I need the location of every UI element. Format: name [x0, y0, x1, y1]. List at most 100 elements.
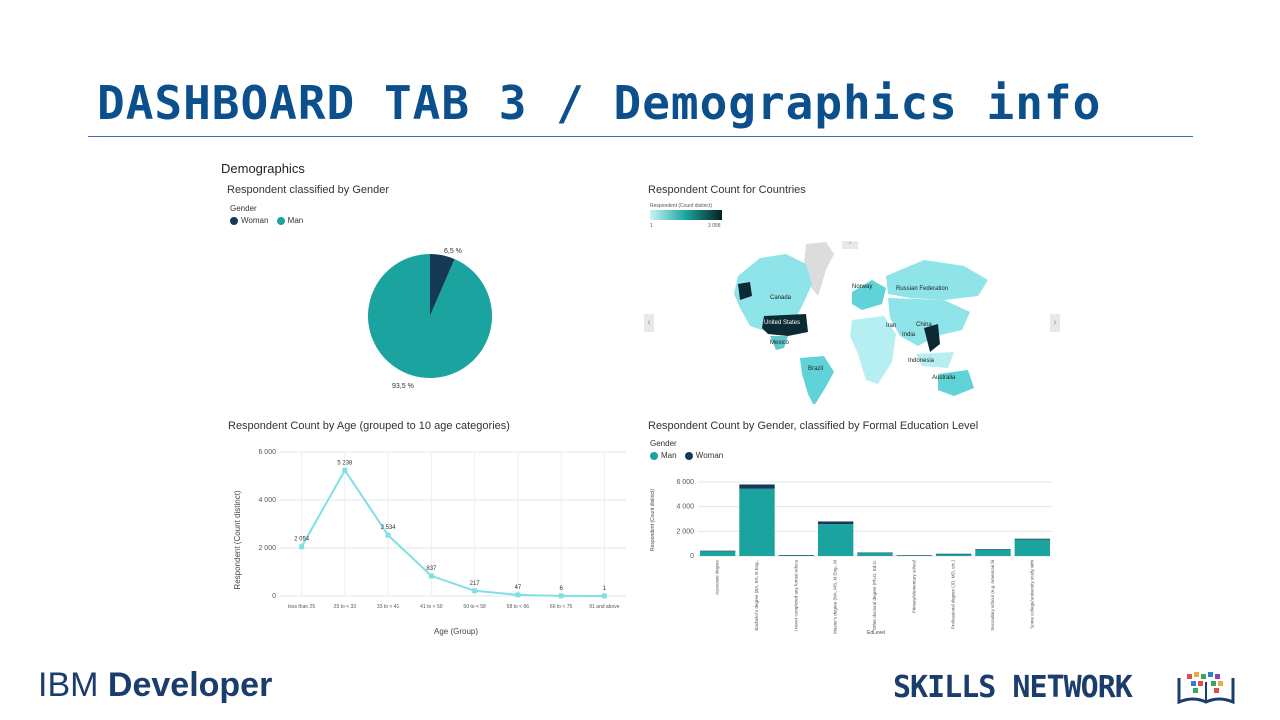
age-data-point[interactable]	[299, 544, 305, 550]
age-y-tick-label: 2 000	[258, 545, 276, 552]
age-data-label: 47	[515, 585, 522, 591]
age-x-axis-title: Age (Group)	[434, 627, 478, 636]
age-data-point[interactable]	[515, 592, 521, 598]
edu-bar-woman[interactable]	[935, 553, 972, 555]
gender-pie-chart: 6,5 % 93,5 %	[368, 248, 492, 390]
map-label-norway: Norway	[852, 284, 872, 290]
logo-text-developer: Developer	[107, 666, 273, 704]
education-legend: Gender Man Woman	[650, 439, 729, 462]
edu-bar-man[interactable]	[739, 488, 775, 556]
edu-y-tick-label: 0	[690, 553, 694, 560]
color-scale-bar	[650, 210, 722, 220]
legend-label: Woman	[695, 451, 724, 460]
dashboard-canvas: Demographics Respondent classified by Ge…	[212, 148, 1070, 648]
edu-bar-man[interactable]	[699, 551, 736, 556]
edu-bar-woman[interactable]	[699, 550, 736, 552]
map-region-asia	[888, 298, 970, 346]
education-bar-chart: 0 2 000 4 000 6 000 Associate degree Bachelo…	[650, 479, 1052, 636]
map-label-australia: Australia	[932, 375, 956, 381]
pie-slice-woman[interactable]	[430, 254, 455, 316]
map-region-mexico	[770, 336, 788, 350]
panel-title: Respondent classified by Gender	[227, 184, 390, 196]
ibm-developer-logo: IBM Developer	[38, 666, 272, 705]
map-region-europe	[852, 280, 886, 310]
map-collapse-icon[interactable]: ^	[842, 241, 858, 249]
edu-bar-man[interactable]	[935, 554, 972, 556]
legend-label: Man	[287, 216, 304, 225]
map-region-usa	[762, 314, 808, 336]
gender-pie-panel[interactable]: Respondent classified by Gender Gender W…	[227, 184, 627, 399]
age-data-point[interactable]	[558, 593, 564, 599]
edu-bar-man[interactable]	[1014, 539, 1051, 556]
legend-dot	[684, 451, 693, 460]
edu-bar-woman[interactable]	[1014, 538, 1051, 540]
age-data-point[interactable]	[342, 467, 348, 473]
age-line-panel[interactable]: Respondent Count by Age (grouped to 10 a…	[228, 420, 638, 645]
education-bar-panel[interactable]: Respondent Count by Gender, classified b…	[648, 420, 1063, 645]
edu-bar-man[interactable]	[857, 552, 893, 556]
legend-dot	[276, 216, 285, 225]
map-label-mexico: Mexico	[770, 340, 790, 346]
gender-legend: Gender Woman Man	[230, 204, 309, 227]
legend-item-woman[interactable]: Woman	[230, 216, 268, 225]
age-line-chart: 0 2 000 4 000 6 000 less than 25 25 to < 33 3…	[233, 449, 626, 636]
age-y-axis-title: Respondent (Count distinct)	[233, 490, 242, 590]
age-data-point[interactable]	[385, 532, 391, 538]
slide-title: DASHBOARD TAB 3 / Demographics info	[97, 76, 1102, 130]
age-x-tick-label: 50 to < 58	[463, 604, 486, 610]
pie-slice-man[interactable]	[368, 254, 492, 378]
edu-x-axis-title: EdLevel	[867, 630, 885, 636]
map-label-indonesia: Indonesia	[908, 358, 935, 364]
countries-map-panel[interactable]: Respondent Count for Countries Responden…	[644, 184, 1063, 404]
edu-y-tick-label: 6 000	[676, 479, 694, 486]
legend-dot	[230, 216, 238, 225]
map-region-indonesia	[916, 352, 954, 368]
age-data-label: 837	[426, 566, 437, 572]
edu-bar-woman[interactable]	[857, 552, 893, 554]
legend-title: Gender	[650, 439, 677, 448]
map-region-south-america	[800, 356, 834, 404]
age-y-tick-label: 6 000	[258, 449, 276, 456]
age-data-point[interactable]	[601, 593, 607, 599]
edu-bar-woman[interactable]	[975, 549, 1011, 550]
edu-bar-woman[interactable]	[817, 521, 854, 525]
map-region-australia	[938, 370, 974, 396]
age-data-point[interactable]	[428, 573, 434, 579]
map-region-canada	[734, 254, 812, 332]
map-region-africa	[850, 316, 896, 384]
map-region-alaska	[738, 282, 752, 300]
edu-bar-man[interactable]	[975, 549, 1011, 556]
age-data-label: 5 238	[337, 460, 353, 466]
pie-label-woman: 6,5 %	[444, 248, 462, 255]
age-x-tick-label: 41 to < 50	[420, 604, 443, 610]
map-label-brazil: Brazil	[808, 366, 823, 372]
map-prev-button[interactable]: ‹	[644, 314, 654, 332]
map-label-usa: United States	[764, 320, 800, 326]
legend-title: Gender	[230, 204, 257, 213]
edu-bar-woman[interactable]	[896, 555, 933, 556]
edu-x-tick-label: Bachelor's degree (BA, BS, B.Eng.,	[754, 560, 759, 631]
age-data-label: 6	[559, 586, 563, 592]
edu-x-tick-label: Secondary school (e.g. American hi	[990, 560, 995, 631]
edu-bar-woman[interactable]	[739, 484, 775, 489]
scale-max: 3 058	[708, 223, 721, 229]
scale-title: Respondent (Count distinct)	[650, 203, 712, 209]
legend-item-man[interactable]: Man	[276, 216, 304, 225]
age-x-tick-label: 58 to < 66	[507, 604, 530, 610]
legend-item-woman[interactable]: Woman	[684, 451, 724, 460]
edu-y-tick-label: 4 000	[676, 504, 694, 511]
pie-label-man: 93,5 %	[392, 383, 414, 390]
edu-bar-woman[interactable]	[778, 555, 815, 556]
legend-label: Woman	[241, 216, 269, 225]
edu-x-tick-label: Associate degree	[715, 560, 720, 595]
title-divider	[88, 136, 1193, 137]
age-x-tick-label: 25 to < 33	[334, 604, 357, 610]
edu-bar-man[interactable]	[817, 524, 854, 556]
age-series-line	[300, 468, 605, 597]
map-next-button[interactable]: ›	[1050, 314, 1060, 332]
edu-x-tick-label: Primary/elementary school	[911, 560, 916, 613]
legend-item-man[interactable]: Man	[650, 451, 677, 460]
panel-title: Respondent Count by Age (grouped to 10 a…	[228, 420, 510, 432]
age-data-point[interactable]	[472, 588, 478, 594]
map-region-russia	[886, 260, 988, 300]
